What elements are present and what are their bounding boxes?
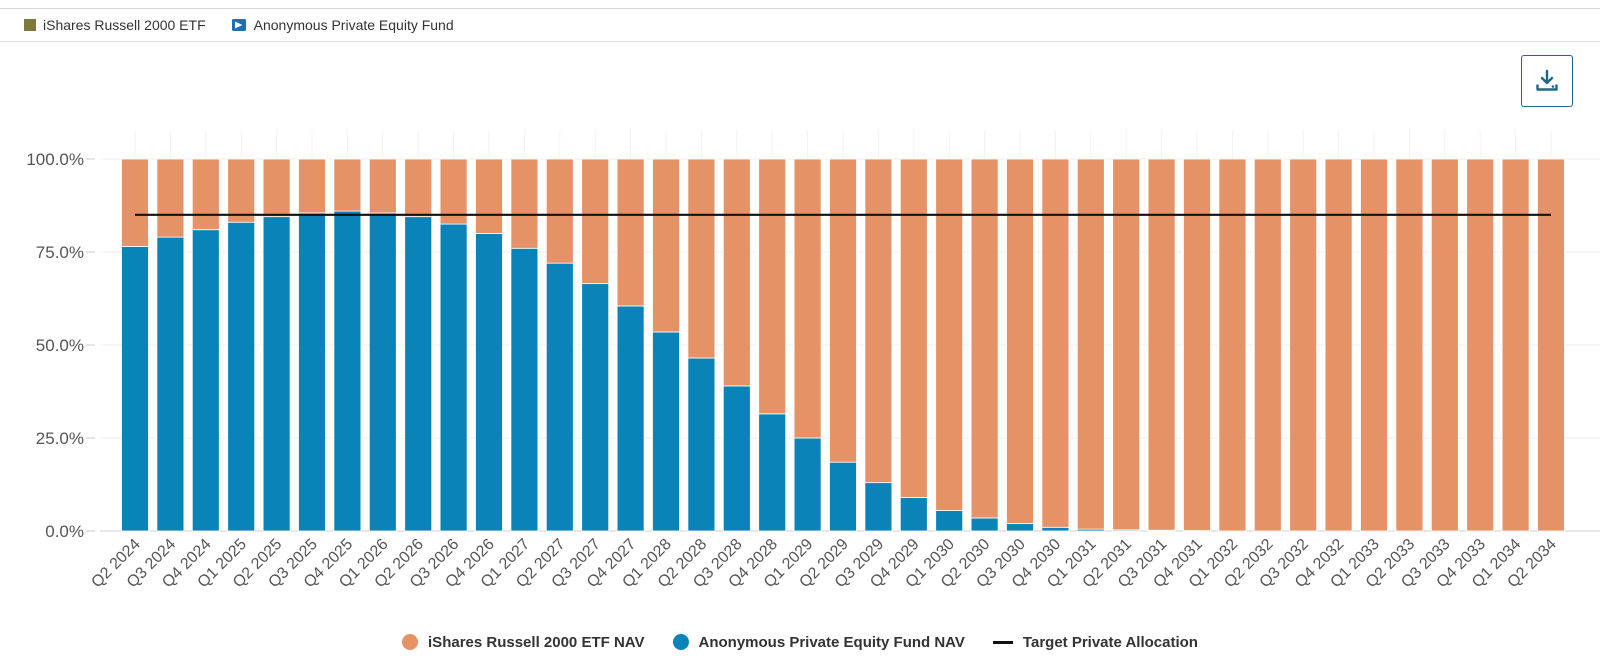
bar-segment-etf xyxy=(970,158,999,519)
bar-segment-private-fund xyxy=(1006,523,1034,532)
top-legend-item-fund[interactable]: Anonymous Private Equity Fund xyxy=(231,17,454,33)
bar-segment-etf xyxy=(1183,158,1211,532)
y-tick-label: 75.0% xyxy=(36,243,84,262)
bar-segment-etf xyxy=(829,158,857,463)
bar-segment-etf xyxy=(404,158,433,218)
download-icon xyxy=(1536,69,1558,91)
bar-segment-private-fund xyxy=(616,305,645,532)
bar-segment-private-fund xyxy=(1041,526,1070,532)
bar-segment-etf xyxy=(793,158,822,439)
bar-segment-etf xyxy=(1112,158,1141,531)
bar-segment-private-fund xyxy=(227,221,256,532)
bar-segment-etf xyxy=(935,158,964,511)
bar-segment-etf xyxy=(298,158,326,214)
bar-segment-etf xyxy=(439,158,468,225)
y-tick-label: 50.0% xyxy=(36,336,84,355)
y-tick-label: 0.0% xyxy=(45,522,84,541)
top-legend-label-fund: Anonymous Private Equity Fund xyxy=(253,17,454,33)
bar-segment-etf xyxy=(899,158,928,498)
bar-segment-etf xyxy=(191,158,220,231)
bar-segment-private-fund xyxy=(510,247,539,532)
bar-segment-private-fund xyxy=(545,262,574,532)
bar-segment-etf xyxy=(475,158,503,234)
bottom-legend: iShares Russell 2000 ETF NAV Anonymous P… xyxy=(0,630,1600,654)
bar-segment-private-fund xyxy=(935,510,964,532)
bar-segment-etf xyxy=(1041,158,1070,528)
bar-segment-etf xyxy=(722,158,751,387)
bar-segment-etf xyxy=(864,158,893,484)
bar-segment-etf xyxy=(1289,158,1318,532)
bar-segment-private-fund xyxy=(581,283,610,532)
legend-item-target[interactable]: Target Private Allocation xyxy=(992,633,1198,651)
bar-segment-private-fund xyxy=(298,212,326,532)
bar-segment-etf xyxy=(758,158,787,415)
bar-segment-etf xyxy=(1253,158,1282,532)
fund-flag-icon xyxy=(231,19,246,31)
bar-segment-etf xyxy=(262,158,291,218)
legend-circle-icon xyxy=(672,634,689,650)
bar-segment-private-fund xyxy=(156,236,185,532)
y-tick-label: 100.0% xyxy=(26,150,84,169)
bar-segment-private-fund xyxy=(404,216,433,532)
bar-segment-private-fund xyxy=(829,461,857,532)
bar-segment-private-fund xyxy=(121,246,149,532)
legend-label-etf-nav: iShares Russell 2000 ETF NAV xyxy=(428,633,645,651)
bar-segment-private-fund xyxy=(864,482,893,532)
bar-segment-etf xyxy=(1218,158,1247,532)
legend-line-icon xyxy=(992,640,1013,644)
bar-segment-etf xyxy=(368,158,397,214)
bar-segment-etf xyxy=(510,158,539,249)
bar-segment-etf xyxy=(1395,158,1424,532)
bar-segment-private-fund xyxy=(722,385,751,532)
bar-segment-etf xyxy=(1076,158,1105,530)
bar-segment-etf xyxy=(121,158,149,247)
bar-segment-private-fund xyxy=(262,216,291,532)
square-swatch-icon xyxy=(24,19,36,31)
bar-segment-etf xyxy=(1147,158,1176,531)
legend-item-fund-nav[interactable]: Anonymous Private Equity Fund NAV xyxy=(672,633,965,651)
download-button[interactable] xyxy=(1521,55,1573,107)
bar-segment-etf xyxy=(1006,158,1034,524)
bar-segment-etf xyxy=(1466,158,1495,532)
bar-segment-etf xyxy=(1537,158,1565,532)
bar-segment-private-fund xyxy=(368,212,397,532)
bar-segment-private-fund xyxy=(793,437,822,532)
bar-segment-private-fund xyxy=(333,210,362,532)
top-legend-label-etf: iShares Russell 2000 ETF xyxy=(43,17,206,33)
bar-segment-etf xyxy=(545,158,574,264)
legend-item-etf-nav[interactable]: iShares Russell 2000 ETF NAV xyxy=(402,633,645,651)
bar-segment-private-fund xyxy=(475,233,503,532)
bar-segment-etf xyxy=(652,158,680,333)
bar-segment-private-fund xyxy=(687,357,716,532)
top-legend: iShares Russell 2000 ETF Anonymous Priva… xyxy=(0,9,1600,42)
top-legend-item-etf[interactable]: iShares Russell 2000 ETF xyxy=(24,17,206,33)
bar-segment-etf xyxy=(1360,158,1388,532)
y-tick-label: 25.0% xyxy=(36,429,84,448)
bar-segment-etf xyxy=(1501,158,1530,532)
top-rule xyxy=(0,8,1600,9)
bar-segment-etf xyxy=(1430,158,1459,532)
bar-segment-private-fund xyxy=(652,331,680,532)
bar-segment-private-fund xyxy=(758,413,787,532)
bar-segment-etf xyxy=(581,158,610,285)
bar-segment-private-fund xyxy=(899,497,928,532)
bar-segment-private-fund xyxy=(970,517,999,532)
bar-segment-private-fund xyxy=(439,223,468,532)
bar-segment-etf xyxy=(156,158,185,238)
legend-label-fund-nav: Anonymous Private Equity Fund NAV xyxy=(698,633,965,651)
bar-segment-etf xyxy=(687,158,716,359)
bar-segment-private-fund xyxy=(191,229,220,532)
bar-segment-etf xyxy=(616,158,645,307)
bar-segment-etf xyxy=(333,158,362,212)
legend-circle-icon xyxy=(402,634,419,650)
legend-label-target: Target Private Allocation xyxy=(1022,633,1198,651)
bar-segment-etf xyxy=(227,158,256,223)
bar-segment-etf xyxy=(1324,158,1353,532)
